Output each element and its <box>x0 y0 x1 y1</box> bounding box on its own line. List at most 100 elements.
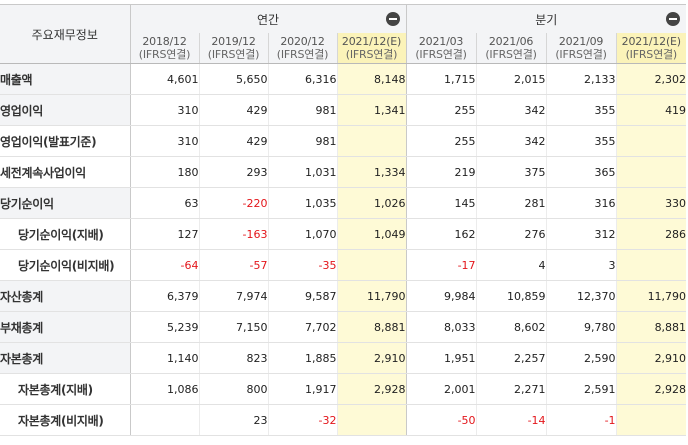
value-cell: 63 <box>129 187 199 219</box>
row-label: 자본총계(지배) <box>0 373 131 405</box>
value-cell: 316 <box>545 187 617 219</box>
table-row: 자본총계 1,140 823 1,885 2,910 1,951 2,257 2,590 2,9… <box>0 342 687 374</box>
value-cell: 9,984 <box>405 280 477 312</box>
value-cell: 7,974 <box>198 280 268 312</box>
value-cell: 1,035 <box>267 187 337 219</box>
value-cell: 10,859 <box>475 280 547 312</box>
basis-label: (IFRS연결) <box>415 48 467 61</box>
value-cell: 1,070 <box>267 218 337 250</box>
value-cell: 180 <box>129 156 199 188</box>
value-cell: 12,370 <box>545 280 617 312</box>
value-cell <box>336 125 407 157</box>
table-row: 당기순이익(비지배) -64 -57 -35 -17 4 3 <box>0 249 687 281</box>
period-label: 2021/06 <box>488 35 534 48</box>
value-cell: 9,780 <box>545 311 617 343</box>
value-cell: -17 <box>405 249 477 281</box>
value-cell: 1,049 <box>336 218 407 250</box>
value-cell: 8,033 <box>405 311 477 343</box>
row-label: 자본총계(비지배) <box>0 404 131 436</box>
period-header-row: 2018/12 (IFRS연결) 2019/12 (IFRS연결) 2020/12 (IF… <box>0 33 687 64</box>
value-cell: 3 <box>545 249 617 281</box>
value-cell <box>129 404 199 436</box>
period-label: 2019/12 <box>211 35 256 48</box>
row-label: 당기순이익(비지배) <box>0 249 131 281</box>
value-cell: 1,334 <box>336 156 407 188</box>
value-cell: 293 <box>198 156 268 188</box>
period-label: 2021/12(E) <box>621 35 681 48</box>
period-header: 2018/12 (IFRS연결) <box>129 33 199 64</box>
table-row: 자본총계(비지배) 23 -32 -50 -14 -1 <box>0 404 687 436</box>
basis-label: (IFRS연결) <box>207 48 260 61</box>
period-label: 2020/12 <box>280 35 325 48</box>
value-cell <box>336 249 407 281</box>
value-cell: 365 <box>545 156 617 188</box>
value-cell: 981 <box>267 125 337 157</box>
table-row: 영업이익(발표기준) 310 429 981 255 342 355 <box>0 125 687 157</box>
row-label: 자산총계 <box>0 280 131 312</box>
annual-collapse-icon[interactable] <box>385 12 400 26</box>
value-cell: 429 <box>198 94 268 126</box>
value-cell: 1,885 <box>267 342 337 374</box>
value-cell: 23 <box>198 404 268 436</box>
value-cell: 9,587 <box>267 280 337 312</box>
table-body: 매출액 4,601 5,650 6,316 8,148 1,715 2,015 2,133 2,… <box>0 63 687 436</box>
quarter-collapse-icon[interactable] <box>666 12 681 26</box>
value-cell: -50 <box>405 404 477 436</box>
basis-label: (IFRS연결) <box>625 48 678 61</box>
basis-label: (IFRS연결) <box>138 48 191 61</box>
value-cell <box>615 156 687 188</box>
period-header: 2021/06 (IFRS연결) <box>475 33 547 64</box>
value-cell: 5,650 <box>198 63 268 95</box>
value-cell: 1,026 <box>336 187 407 219</box>
value-cell <box>615 404 687 436</box>
value-cell: 7,702 <box>267 311 337 343</box>
value-cell: 281 <box>475 187 547 219</box>
table-row: 당기순이익 63 -220 1,035 1,026 145 281 316 330 <box>0 187 687 219</box>
value-cell: 7,150 <box>198 311 268 343</box>
value-cell: 310 <box>129 94 199 126</box>
value-cell: 286 <box>615 218 687 250</box>
period-label: 2021/12(E) <box>341 35 402 48</box>
value-cell: 11,790 <box>615 280 687 312</box>
value-cell: 2,928 <box>336 373 407 405</box>
value-cell: 1,031 <box>267 156 337 188</box>
table-row: 매출액 4,601 5,650 6,316 8,148 1,715 2,015 2,133 2,… <box>0 63 687 95</box>
value-cell: 255 <box>405 94 477 126</box>
value-cell: 4 <box>475 249 547 281</box>
value-cell: 6,316 <box>267 63 337 95</box>
value-cell: 145 <box>405 187 477 219</box>
table-row: 자산총계 6,379 7,974 9,587 11,790 9,984 10,859 12,3… <box>0 280 687 312</box>
financial-summary-table: 주요재무정보 연간 분기 2018/12 (IFRS연결) 2019/12 (IFRS… <box>0 4 687 436</box>
basis-label: (IFRS연결) <box>485 48 537 61</box>
value-cell: 5,239 <box>129 311 199 343</box>
value-cell: 6,379 <box>129 280 199 312</box>
value-cell: 8,881 <box>615 311 687 343</box>
value-cell: 2,302 <box>615 63 687 95</box>
value-cell: 2,133 <box>545 63 617 95</box>
value-cell: 981 <box>267 94 337 126</box>
value-cell: 419 <box>615 94 687 126</box>
value-cell: 8,148 <box>336 63 407 95</box>
table-row: 영업이익 310 429 981 1,341 255 342 355 419 <box>0 94 687 126</box>
value-cell: 2,910 <box>615 342 687 374</box>
value-cell: 8,881 <box>336 311 407 343</box>
value-cell <box>615 125 687 157</box>
value-cell: -14 <box>475 404 547 436</box>
value-cell: 4,601 <box>129 63 199 95</box>
period-header: 2019/12 (IFRS연결) <box>198 33 268 64</box>
value-cell: 1,951 <box>405 342 477 374</box>
value-cell: 2,590 <box>545 342 617 374</box>
period-header: 2021/03 (IFRS연결) <box>405 33 477 64</box>
corner-header: 주요재무정보 <box>0 4 131 64</box>
value-cell: 823 <box>198 342 268 374</box>
row-label: 세전계속사업이익 <box>0 156 131 188</box>
period-label: 2021/09 <box>558 35 604 48</box>
value-cell: 429 <box>198 125 268 157</box>
value-cell <box>615 249 687 281</box>
value-cell: -163 <box>198 218 268 250</box>
row-label: 당기순이익(지배) <box>0 218 131 250</box>
value-cell: 1,140 <box>129 342 199 374</box>
table-row: 부채총계 5,239 7,150 7,702 8,881 8,033 8,602 9,780 8… <box>0 311 687 343</box>
value-cell: 11,790 <box>336 280 407 312</box>
value-cell: 800 <box>198 373 268 405</box>
